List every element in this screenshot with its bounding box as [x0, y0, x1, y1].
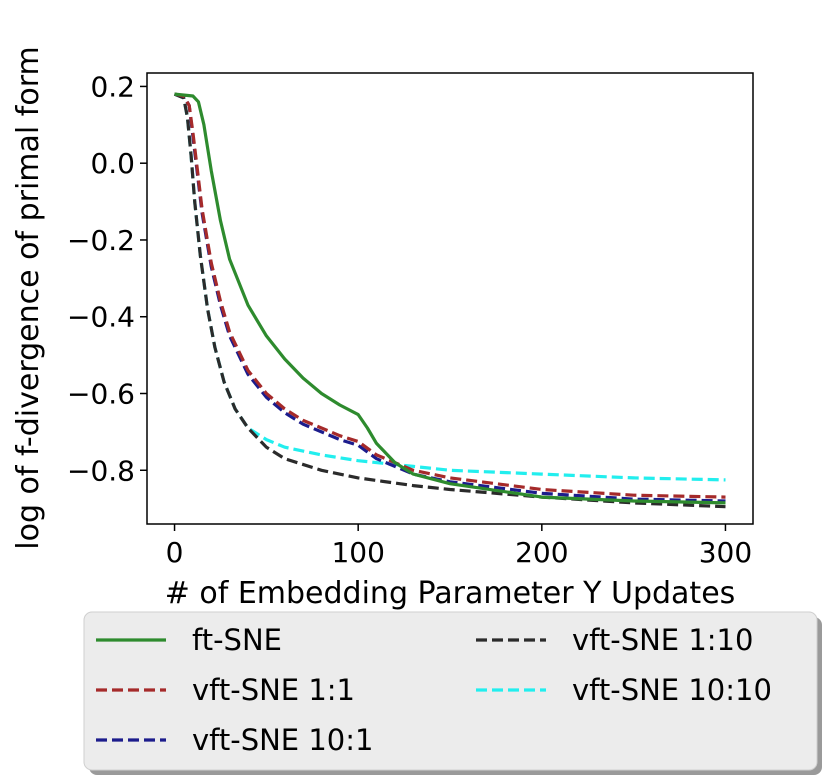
y-tick-label: −0.8	[67, 454, 135, 487]
legend-label-vft-sne-10-10: vft-SNE 10:10	[572, 673, 772, 707]
x-tick-label: 0	[166, 536, 184, 569]
legend: ft-SNE vft-SNE 1:1 vft-SNE 10:1 vft-SNE 1:1…	[83, 611, 822, 775]
y-tick-label: −0.4	[67, 301, 135, 334]
series-line-ft-sne	[174, 92, 726, 505]
x-axis-ticks: 0 100 200 300	[166, 524, 752, 569]
series-line-vft-sne-1-1	[174, 92, 726, 499]
x-tick-label: 100	[331, 536, 384, 569]
y-axis-ticks: 0.2 0.0 −0.2 −0.4 −0.6 −0.8	[67, 70, 147, 487]
y-tick-label: −0.6	[67, 377, 135, 410]
y-tick-label: 0.0	[90, 147, 135, 180]
legend-label-vft-sne-1-1: vft-SNE 1:1	[192, 673, 355, 707]
legend-box	[83, 611, 818, 771]
series-line-vft-sne-1-10	[173, 92, 726, 509]
legend-label-vft-sne-1-10: vft-SNE 1:10	[572, 623, 753, 657]
y-axis-label: log of f-divergence of primal form	[11, 46, 46, 549]
legend-label-ft-sne: ft-SNE	[192, 623, 282, 657]
y-tick-label: −0.2	[67, 224, 135, 257]
legend-items: ft-SNE vft-SNE 1:1 vft-SNE 10:1 vft-SNE 1:1…	[96, 623, 772, 757]
x-tick-label: 300	[699, 536, 752, 569]
legend-label-vft-sne-10-1: vft-SNE 10:1	[192, 723, 373, 757]
plot-area	[146, 72, 754, 525]
plot-frame	[146, 72, 754, 525]
x-tick-label: 200	[515, 536, 568, 569]
series-group	[173, 92, 726, 509]
y-tick-label: 0.2	[90, 70, 135, 103]
x-axis-label: # of Embedding Parameter Y Updates	[165, 576, 736, 611]
